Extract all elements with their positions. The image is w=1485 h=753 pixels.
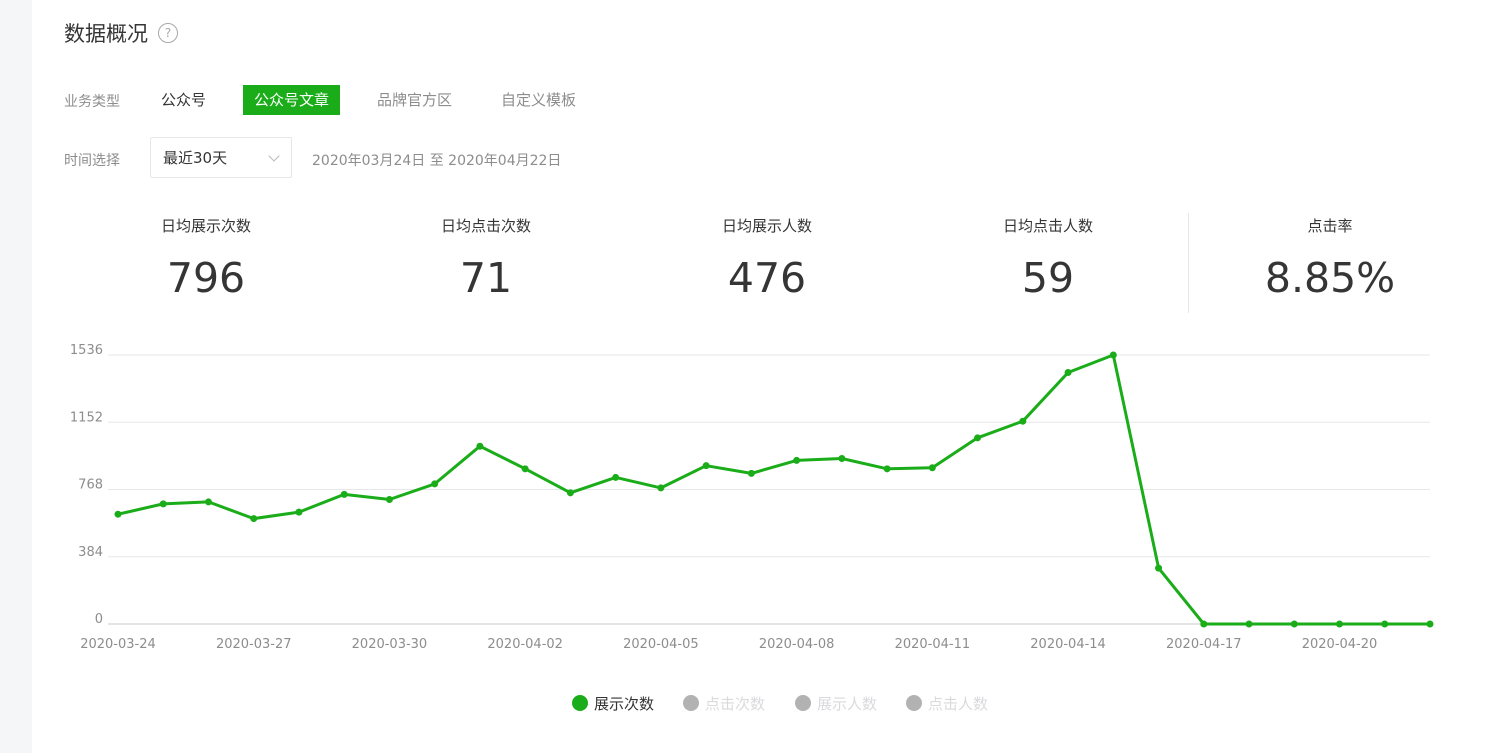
- time-range-select[interactable]: 最近30天: [150, 137, 292, 178]
- data-point: [1290, 620, 1298, 628]
- time-select-label: 时间选择: [64, 153, 120, 169]
- stats-divider: [1188, 213, 1189, 313]
- stat-daily-impression-users: 日均展示人数 476: [627, 213, 907, 302]
- stat-label: 日均展示人数: [721, 217, 812, 235]
- data-point: [476, 442, 484, 450]
- stat-daily-impressions: 日均展示次数 796: [66, 213, 346, 302]
- x-tick-label: 2020-04-05: [623, 637, 699, 652]
- y-tick-label: 0: [95, 612, 103, 627]
- legend-label: 展示次数: [594, 694, 655, 713]
- stat-value: 796: [166, 254, 246, 302]
- data-point: [838, 455, 846, 463]
- stat-label: 日均点击次数: [440, 217, 531, 235]
- data-point: [702, 462, 710, 470]
- tab-official-account-article[interactable]: 公众号文章: [243, 85, 341, 115]
- legend-dot-icon: [683, 695, 699, 711]
- tab-brand-official-zone[interactable]: 品牌官方区: [377, 91, 453, 109]
- data-point: [1336, 620, 1344, 628]
- data-point: [1381, 620, 1389, 628]
- data-point: [1019, 417, 1027, 425]
- data-point: [883, 465, 891, 473]
- stat-value: 476: [727, 254, 807, 302]
- data-point: [974, 434, 982, 442]
- help-icon[interactable]: ?: [158, 23, 178, 43]
- data-point: [1200, 620, 1208, 628]
- legend-dot-icon: [906, 695, 922, 711]
- stat-click-rate: 点击率 8.85%: [1190, 213, 1470, 302]
- x-tick-label: 2020-03-30: [352, 637, 428, 652]
- x-tick-label: 2020-04-20: [1302, 637, 1378, 652]
- x-tick-label: 2020-03-27: [216, 637, 292, 652]
- y-tick-label: 1536: [70, 343, 103, 358]
- data-point: [250, 515, 258, 523]
- data-point: [204, 498, 212, 506]
- legend-item-click-users[interactable]: 点击人数: [906, 693, 988, 713]
- stat-label: 日均点击人数: [1002, 217, 1093, 235]
- x-tick-label: 2020-04-14: [1030, 637, 1106, 652]
- stat-value: 59: [1021, 254, 1075, 302]
- y-tick-label: 384: [78, 545, 103, 560]
- data-point: [340, 490, 348, 498]
- stat-daily-click-users: 日均点击人数 59: [908, 213, 1188, 302]
- data-point: [928, 464, 936, 472]
- data-point: [1155, 564, 1163, 572]
- tab-official-account[interactable]: 公众号: [161, 91, 207, 109]
- data-point: [612, 473, 620, 481]
- data-point: [295, 508, 303, 516]
- legend-item-impression-users[interactable]: 展示人数: [795, 693, 877, 713]
- date-range-text: 2020年03月24日 至 2020年04月22日: [312, 153, 562, 169]
- series-line-impressions: [117, 353, 1430, 626]
- business-type-label: 业务类型: [64, 94, 120, 110]
- data-point: [657, 484, 665, 492]
- x-tick-label: 2020-04-11: [895, 637, 971, 652]
- legend-label: 点击人数: [928, 694, 989, 713]
- x-tick-label: 2020-04-02: [487, 637, 563, 652]
- y-tick-label: 768: [78, 478, 103, 493]
- data-point: [114, 510, 122, 518]
- chevron-down-icon: [268, 150, 280, 162]
- left-panel-edge: [0, 0, 32, 753]
- legend-dot-icon: [795, 695, 811, 711]
- data-point: [1426, 620, 1434, 628]
- y-tick-label: 1152: [70, 410, 103, 425]
- stat-label: 点击率: [1307, 217, 1353, 235]
- page-title: 数据概况 ?: [64, 18, 178, 48]
- data-point: [1064, 369, 1072, 377]
- data-point: [747, 469, 755, 477]
- stat-value: 71: [459, 254, 513, 302]
- data-point: [431, 480, 439, 488]
- legend-label: 展示人数: [817, 694, 878, 713]
- impressions-line-chart: 0 384 768 1152 1536 2020-03-24 2020-03-27 2020-…: [70, 343, 1434, 652]
- data-point: [566, 489, 574, 497]
- time-range-value: 最近30天: [163, 149, 228, 167]
- x-tick-label: 2020-04-17: [1166, 637, 1242, 652]
- stat-label: 日均展示次数: [160, 217, 251, 235]
- stat-value: 8.85%: [1264, 254, 1396, 302]
- data-point: [1245, 620, 1253, 628]
- legend-dot-icon: [572, 695, 588, 711]
- data-point: [1109, 351, 1117, 359]
- legend-item-clicks[interactable]: 点击次数: [683, 693, 765, 713]
- x-tick-label: 2020-04-08: [759, 637, 835, 652]
- data-point: [159, 500, 167, 508]
- tab-custom-template[interactable]: 自定义模板: [501, 91, 577, 109]
- legend-item-impressions[interactable]: 展示次数: [572, 693, 654, 713]
- x-tick-label: 2020-03-24: [80, 637, 156, 652]
- stat-daily-clicks: 日均点击次数 71: [346, 213, 626, 302]
- legend-label: 点击次数: [705, 694, 766, 713]
- data-point: [385, 495, 393, 503]
- data-point: [521, 465, 529, 473]
- data-point: [793, 456, 801, 464]
- page-title-text: 数据概况: [64, 22, 148, 46]
